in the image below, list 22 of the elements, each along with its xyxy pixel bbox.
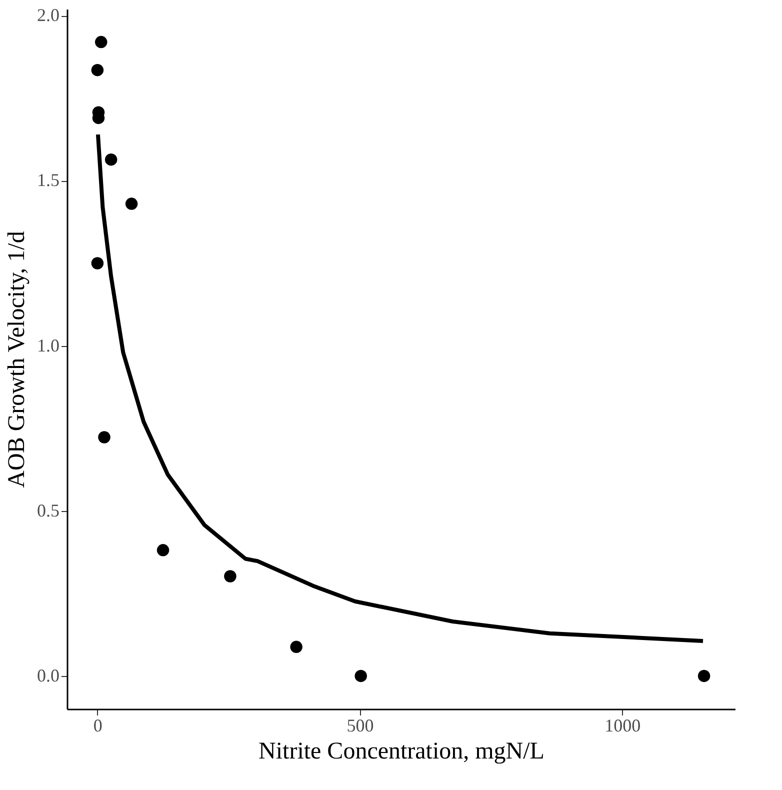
point [91, 257, 104, 270]
point [94, 36, 108, 48]
y-tick-label: 1.0 [37, 335, 60, 356]
point [224, 570, 236, 582]
point [290, 640, 302, 654]
point [91, 64, 104, 76]
line-series [96, 132, 705, 643]
x-tick-label: 1000 [604, 716, 641, 736]
y-tick-label: 0.0 [37, 665, 60, 686]
y-tick-label: 1.5 [37, 170, 60, 190]
point [125, 198, 138, 210]
y-axis-title: AOB Growth Velocity, 1/d [4, 231, 30, 488]
x-tick-label: 500 [346, 716, 374, 736]
point [104, 153, 118, 166]
x-axis-title: Nitrite Concentration, mgN/L [258, 738, 544, 764]
point [98, 431, 110, 444]
point [698, 670, 710, 682]
y-tick-label: 2.0 [37, 5, 60, 26]
x-tick-label: 0 [93, 716, 102, 736]
point [354, 670, 367, 682]
point [156, 544, 170, 556]
y-tick-label: 0.5 [37, 500, 60, 520]
